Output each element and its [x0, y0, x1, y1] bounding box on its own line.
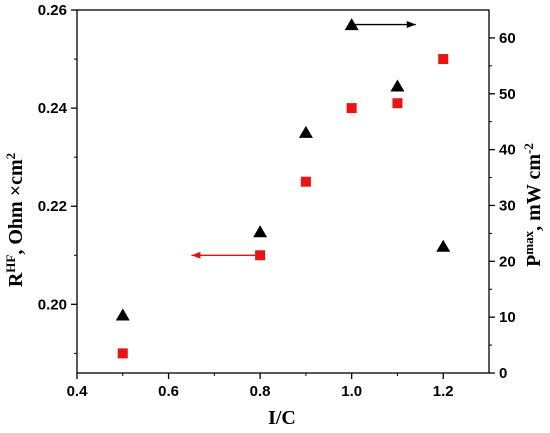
y-left-tick-label: 0.26: [38, 2, 67, 19]
arrow-head: [191, 251, 201, 259]
data-point-square: [438, 54, 449, 65]
y-left-title-base: R: [5, 272, 27, 287]
x-tick-label: 0.6: [158, 383, 179, 400]
y-right-title-sup: max: [521, 230, 536, 254]
data-point-square: [346, 103, 357, 114]
data-series: [115, 18, 451, 359]
x-tick-label: 0.8: [250, 383, 271, 400]
y-right-tick-label: 0: [499, 365, 507, 382]
data-point-triangle: [253, 225, 268, 238]
arrow-head: [406, 21, 416, 29]
arrow-annotation-left: [191, 251, 256, 259]
y-left-axis-title: RHF, Ohm ×cm2: [3, 153, 27, 287]
y-left-tick-label: 0.20: [38, 296, 67, 313]
y-left-title-rest: , Ohm ×cm: [5, 159, 27, 255]
y-right-tick-label: 20: [499, 253, 516, 270]
y-right-title-base: P: [523, 255, 545, 267]
data-point-triangle: [115, 308, 130, 321]
tick-labels: 0.4 0.6 0.8 1.0 1.2 0.20 0.22 0.24 0.26 0 10 20 30 40…: [38, 2, 516, 400]
x-tick-label: 0.4: [67, 383, 89, 400]
y-right-tick-label: 60: [499, 30, 516, 47]
y-right-axis-title: Pmax, mW cm-2: [521, 143, 545, 267]
plot-frame: [76, 9, 490, 374]
data-point-triangle: [298, 125, 313, 138]
data-point-triangle: [344, 18, 359, 31]
x-axis-title: I/C: [268, 407, 296, 429]
x-tick-label: 1.0: [341, 383, 362, 400]
arrow-annotations: [191, 21, 416, 259]
y-left-title-sup2: 2: [3, 153, 18, 160]
y-right-tick-label: 40: [499, 142, 516, 159]
y-right-tick-label: 50: [499, 86, 516, 103]
y-right-title-rest: , mW cm: [523, 154, 545, 231]
y-right-title-sup2: -2: [521, 143, 536, 154]
data-point-triangle: [436, 239, 451, 252]
data-point-square: [117, 348, 128, 359]
series-square: [117, 54, 449, 359]
series-triangle: [115, 18, 451, 321]
tick-marks: [71, 9, 495, 379]
data-point-square: [392, 98, 403, 109]
x-tick-label: 1.2: [433, 383, 454, 400]
y-left-tick-label: 0.24: [38, 100, 68, 117]
y-right-tick-label: 30: [499, 197, 516, 214]
y-left-tick-label: 0.22: [38, 198, 67, 215]
data-point-triangle: [390, 79, 405, 92]
data-point-square: [255, 250, 266, 261]
arrow-annotation-right: [353, 21, 416, 29]
y-right-tick-label: 10: [499, 309, 516, 326]
y-left-title-sup: HF: [3, 255, 18, 273]
data-point-square: [300, 176, 311, 187]
